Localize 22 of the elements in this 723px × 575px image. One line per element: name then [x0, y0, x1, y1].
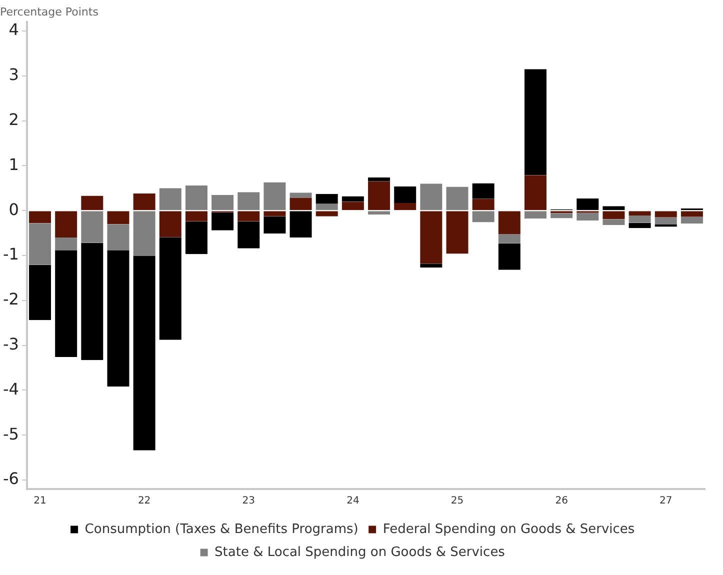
x-tick-label: 26 — [555, 496, 568, 507]
y-tick-label: 4 — [8, 20, 19, 40]
legend-label: Consumption (Taxes & Benefits Programs) — [84, 522, 358, 537]
y-tick-label: -3 — [3, 334, 19, 354]
y-tick-label: 1 — [8, 154, 19, 174]
y-tick-label: 0 — [8, 200, 19, 219]
y-tick-label: -6 — [3, 469, 19, 488]
y-tick-label: -2 — [3, 290, 19, 309]
x-tick-label: 25 — [450, 496, 464, 507]
x-tick-label: 27 — [660, 496, 672, 507]
y-tick-label: -1 — [3, 244, 19, 264]
y-tick-label: 2 — [8, 110, 19, 129]
legend-label: State & Local Spending on Goods & Services — [214, 544, 506, 560]
x-tick-label: 21 — [34, 496, 46, 507]
x-tick-label: 23 — [242, 496, 255, 507]
x-tick-label: 24 — [346, 496, 360, 507]
y-axis-title: Percentage Points — [0, 5, 99, 18]
legend-label: Federal Spending on Goods & Services — [382, 522, 635, 537]
y-tick-label: -5 — [3, 424, 19, 444]
y-tick-label: 3 — [8, 65, 19, 84]
y-tick-label: -4 — [3, 379, 19, 398]
x-tick-label: 22 — [138, 496, 151, 507]
